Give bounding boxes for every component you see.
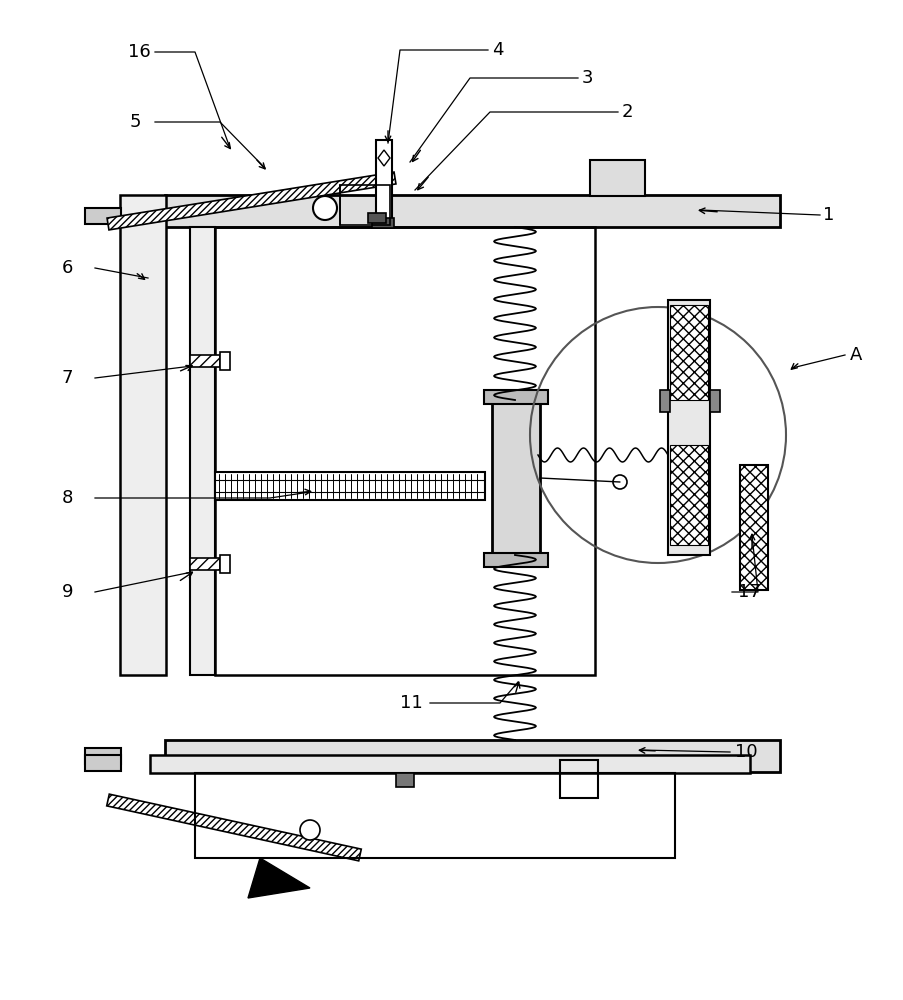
Bar (85, 755, 121, 771)
Bar (219, 555, 229, 573)
Bar (120, 195, 166, 675)
Text: 8: 8 (62, 489, 73, 507)
Polygon shape (107, 794, 361, 861)
Text: 1: 1 (822, 206, 833, 224)
Bar (190, 227, 215, 675)
Text: 7: 7 (62, 369, 73, 387)
Bar (669, 305, 707, 400)
Bar (559, 760, 598, 798)
Text: 10: 10 (734, 743, 757, 761)
Bar (219, 352, 229, 370)
Polygon shape (107, 172, 396, 230)
Bar (340, 185, 389, 225)
Bar (215, 472, 485, 500)
Bar (150, 755, 749, 773)
Bar (195, 773, 675, 858)
Text: 3: 3 (582, 69, 593, 87)
Text: 6: 6 (62, 259, 73, 277)
Polygon shape (247, 858, 310, 898)
Bar (165, 740, 779, 772)
Text: 9: 9 (62, 583, 73, 601)
Bar (669, 445, 707, 545)
Bar (491, 400, 539, 555)
Bar (85, 748, 121, 764)
Bar (667, 300, 709, 555)
Bar (590, 160, 644, 196)
Text: 5: 5 (130, 113, 142, 131)
Circle shape (612, 475, 627, 489)
Text: 16: 16 (128, 43, 151, 61)
Bar (368, 213, 386, 223)
Text: 11: 11 (399, 694, 423, 712)
Bar (659, 390, 669, 412)
Bar (190, 355, 219, 367)
Bar (740, 465, 768, 590)
Bar (215, 227, 594, 675)
Circle shape (312, 196, 337, 220)
Bar (85, 208, 121, 224)
Text: A: A (849, 346, 861, 364)
Polygon shape (377, 150, 389, 166)
Bar (376, 140, 392, 222)
Bar (483, 390, 547, 404)
Bar (165, 195, 779, 227)
Bar (190, 558, 219, 570)
Bar (483, 553, 547, 567)
Circle shape (300, 820, 320, 840)
Text: 17: 17 (737, 583, 760, 601)
Text: 2: 2 (621, 103, 633, 121)
Bar (709, 390, 719, 412)
Text: 4: 4 (491, 41, 503, 59)
Bar (396, 773, 414, 787)
Bar (372, 218, 394, 228)
